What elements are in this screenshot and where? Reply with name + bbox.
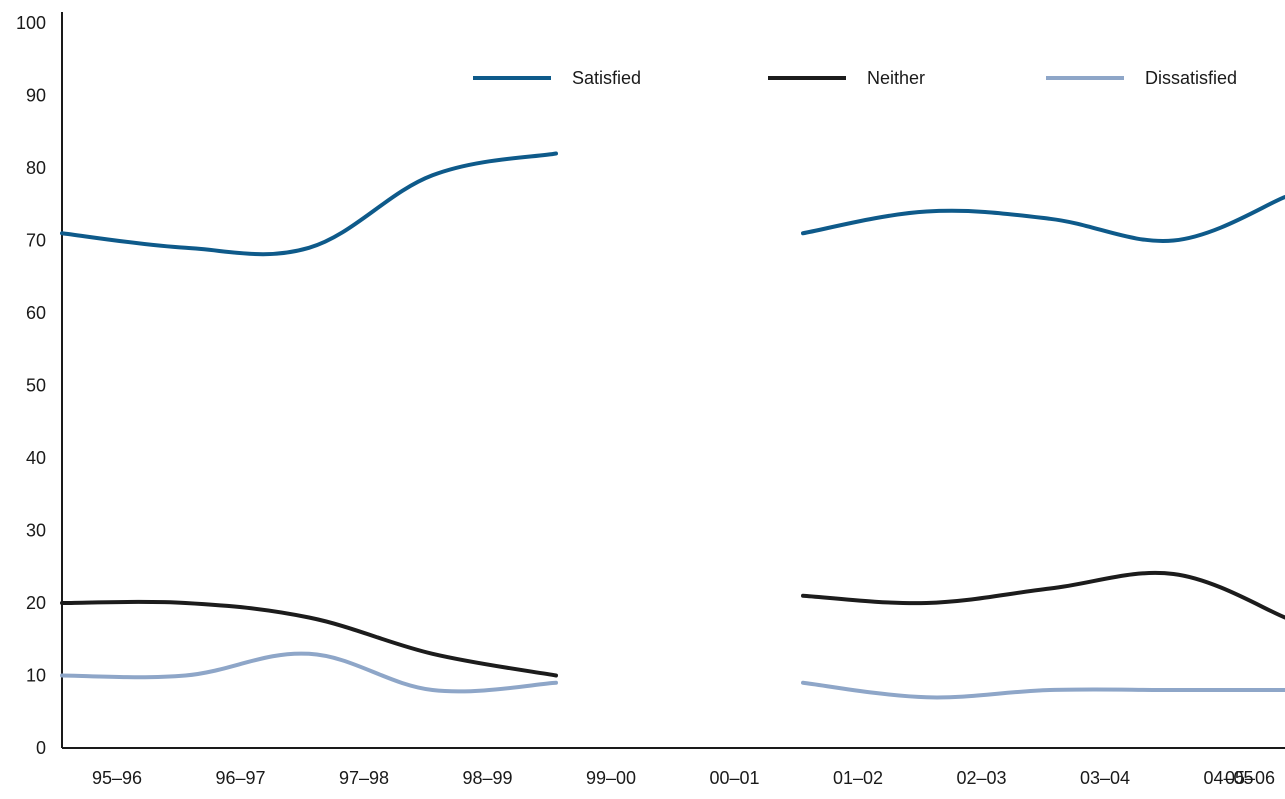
y-tick-label: 60 bbox=[26, 303, 46, 323]
legend-label-dissatisfied: Dissatisfied bbox=[1145, 68, 1237, 88]
series-line-satisfied bbox=[801, 195, 1285, 243]
legend-label-neither: Neither bbox=[867, 68, 925, 88]
y-tick-label: 20 bbox=[26, 593, 46, 613]
legend: Satisfied Neither Dissatisfied bbox=[473, 68, 1237, 88]
y-tick-label: 30 bbox=[26, 521, 46, 541]
series-lines bbox=[60, 151, 1285, 700]
x-tick-label: 05–06 bbox=[1225, 768, 1275, 788]
y-tick-label: 90 bbox=[26, 86, 46, 106]
y-tick-label: 80 bbox=[26, 158, 46, 178]
x-tick-label: 97–98 bbox=[339, 768, 389, 788]
series-line-dissatisfied bbox=[801, 680, 1285, 700]
series-line-neither bbox=[801, 570, 1285, 620]
x-tick-label: 98–99 bbox=[462, 768, 512, 788]
y-tick-label: 70 bbox=[26, 231, 46, 251]
x-tick-label: 99–00 bbox=[586, 768, 636, 788]
x-tick-label: 01–02 bbox=[833, 768, 883, 788]
y-tick-label: 40 bbox=[26, 448, 46, 468]
series-line-satisfied bbox=[60, 151, 558, 257]
x-tick-label: 00–01 bbox=[709, 768, 759, 788]
x-tick-label: 02–03 bbox=[956, 768, 1006, 788]
x-tick-label: 95–96 bbox=[92, 768, 142, 788]
y-tick-label: 0 bbox=[36, 738, 46, 758]
x-tick-labels: 95–96 96–97 97–98 98–99 99–00 00–01 01–02 02–03… bbox=[92, 768, 1275, 788]
x-tick-label: 04–05 bbox=[1203, 768, 1253, 788]
series-line-dissatisfied bbox=[60, 651, 558, 694]
series-line-neither bbox=[60, 599, 558, 678]
y-tick-label: 100 bbox=[16, 13, 46, 33]
x-tick-label: 96–97 bbox=[215, 768, 265, 788]
x-tick-label: 03–04 bbox=[1080, 768, 1130, 788]
legend-label-satisfied: Satisfied bbox=[572, 68, 641, 88]
y-tick-labels: 0 10 20 30 40 50 60 70 80 90 100 bbox=[16, 13, 46, 758]
y-tick-label: 10 bbox=[26, 666, 46, 686]
y-tick-label: 50 bbox=[26, 376, 46, 396]
